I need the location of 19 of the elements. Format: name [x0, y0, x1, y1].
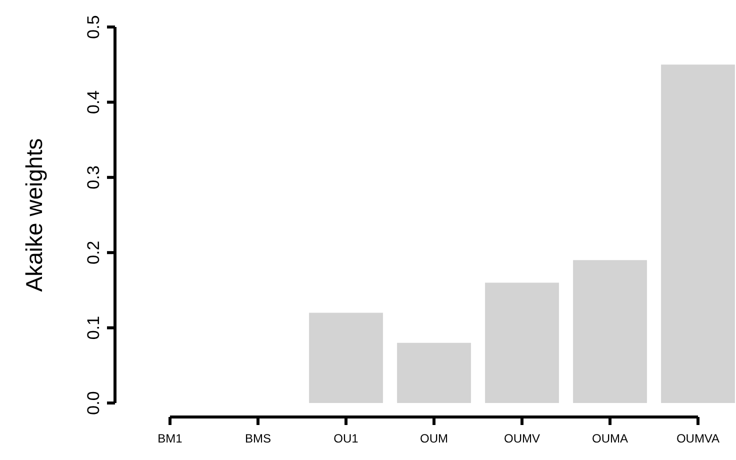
bar [397, 342, 471, 403]
x-tick-label: BMS [244, 431, 272, 446]
x-tick-label: OUM [420, 431, 448, 446]
bar [485, 282, 559, 403]
y-tick-label: 0.1 [84, 316, 103, 340]
y-tick-label: 0.5 [84, 15, 103, 39]
x-tick-label: OUMA [592, 431, 628, 446]
bar [661, 64, 735, 403]
y-tick-label: 0.2 [84, 240, 103, 264]
bar [309, 312, 383, 403]
y-tick-label: 0.3 [84, 166, 103, 190]
y-tick-label: 0.4 [84, 90, 103, 114]
x-tick-label: OUMVA [676, 431, 720, 446]
y-axis-title: Akaike weights [21, 138, 47, 292]
x-tick-label: OUMV [504, 431, 540, 446]
y-tick-label: 0.0 [84, 391, 103, 415]
x-tick-label: BM1 [158, 431, 183, 446]
x-tick-label: OU1 [334, 431, 359, 446]
bar [573, 260, 647, 403]
